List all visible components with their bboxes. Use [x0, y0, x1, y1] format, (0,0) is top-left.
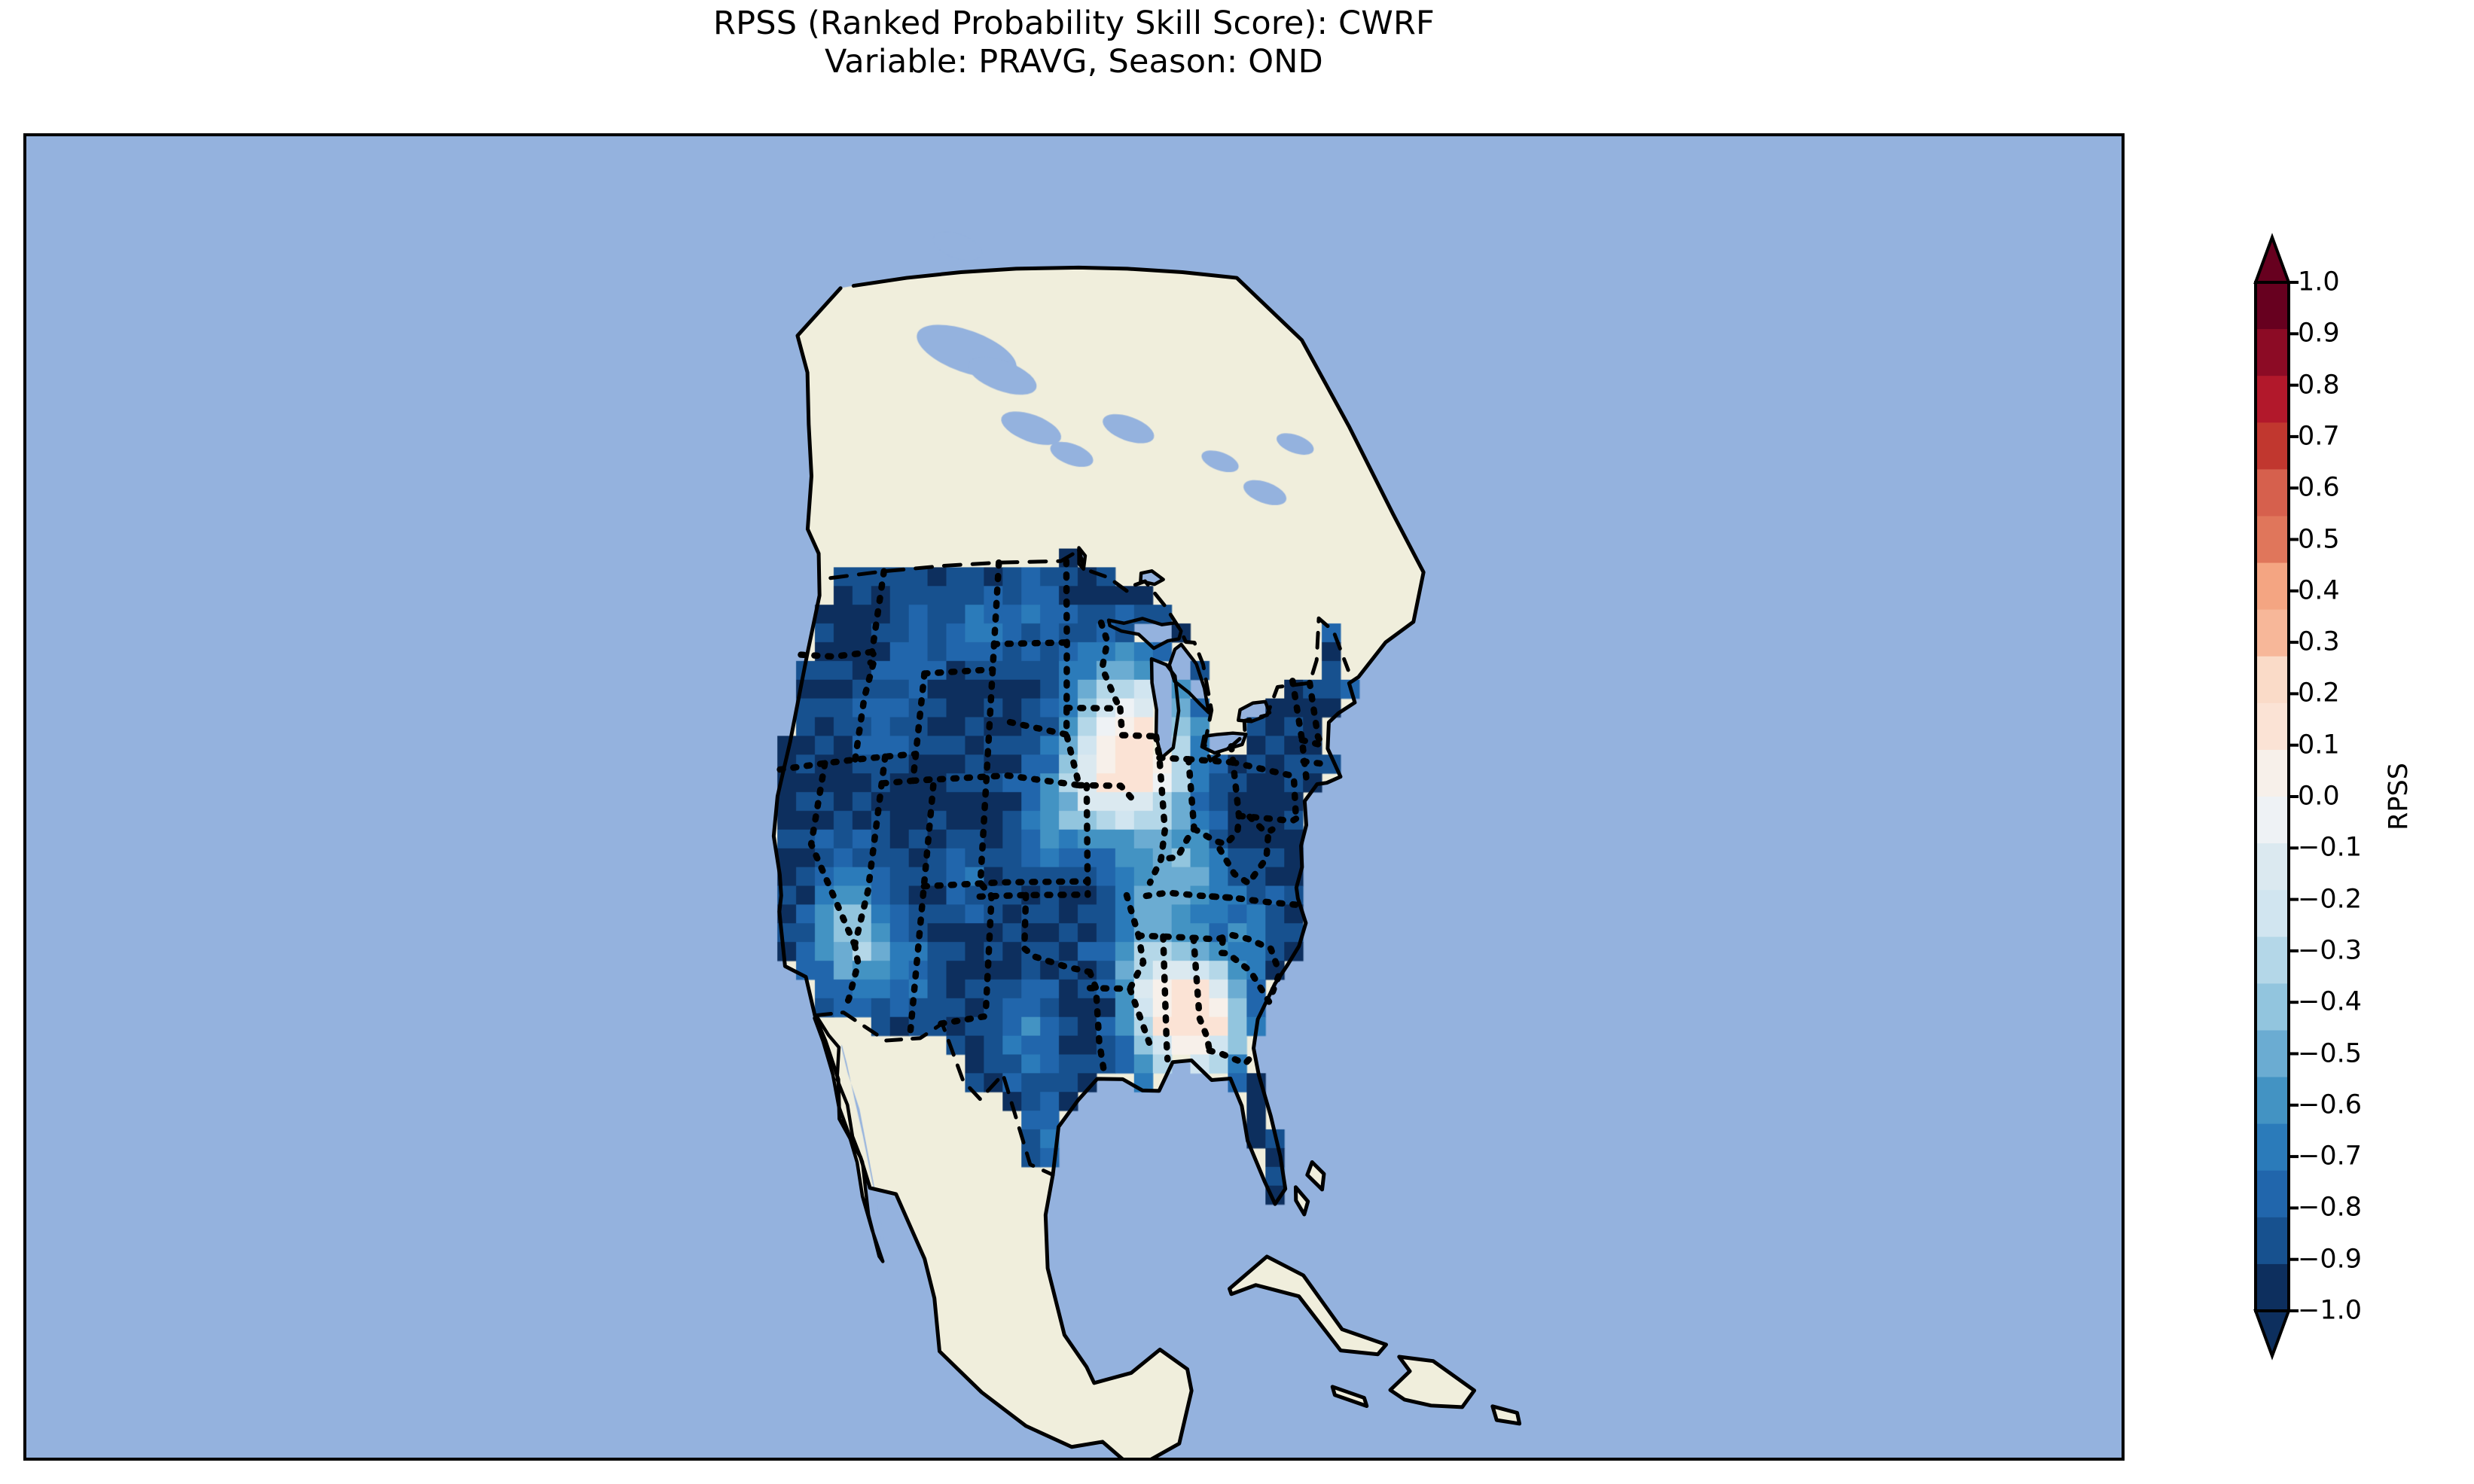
colorbar-tick-label: 0.5 — [2298, 524, 2340, 554]
colorbar-tick-label: −0.1 — [2298, 832, 2362, 863]
colorbar-tick-label: −0.5 — [2298, 1038, 2362, 1068]
colorbar-tick-label: 0.3 — [2298, 626, 2340, 657]
colorbar-tick-label: 0.6 — [2298, 472, 2340, 503]
colorbar-tick-label: −0.9 — [2298, 1244, 2362, 1275]
colorbar-tick-label: 0.8 — [2298, 370, 2340, 401]
colorbar-tick-label: −0.6 — [2298, 1089, 2362, 1120]
colorbar-tick-label: −0.7 — [2298, 1141, 2362, 1172]
colorbar-tick-label: −0.3 — [2298, 935, 2362, 966]
colorbar-tick-label: −0.2 — [2298, 884, 2362, 915]
colorbar-tick-label: 0.2 — [2298, 678, 2340, 708]
colorbar-tick-label: −0.4 — [2298, 986, 2362, 1017]
colorbar-tick-label: 1.0 — [2298, 267, 2340, 297]
colorbar-tick-label: 0.0 — [2298, 781, 2340, 812]
colorbar-tick-label: 0.9 — [2298, 318, 2340, 349]
rpss-heatmap-layer — [26, 136, 2122, 1458]
colorbar-swatches — [2253, 233, 2299, 1361]
title-line-2: Variable: PRAVG, Season: OND — [824, 42, 1323, 81]
map-axes — [23, 133, 2125, 1461]
figure-title: RPSS (Ranked Probability Skill Score): C… — [0, 5, 2148, 81]
colorbar-tick-label: −1.0 — [2298, 1295, 2362, 1326]
colorbar-tick-label: 0.7 — [2298, 421, 2340, 452]
colorbar-axis-label: RPSS — [2384, 763, 2414, 830]
colorbar[interactable]: 1.0 0.9 0.8 0.7 0.6 0.5 0.4 0.3 0.2 0.1 0.0 −0.1 −0.… — [2253, 233, 2362, 1361]
colorbar-tick-labels: 1.0 0.9 0.8 0.7 0.6 0.5 0.4 0.3 0.2 0.1 0.0 −0.1 −0.… — [2298, 236, 2403, 1358]
title-line-1: RPSS (Ranked Probability Skill Score): C… — [713, 5, 1435, 42]
colorbar-tick-label: 0.1 — [2298, 730, 2340, 760]
colorbar-tick-label: 0.4 — [2298, 575, 2340, 606]
colorbar-tick-label: −0.8 — [2298, 1192, 2362, 1223]
